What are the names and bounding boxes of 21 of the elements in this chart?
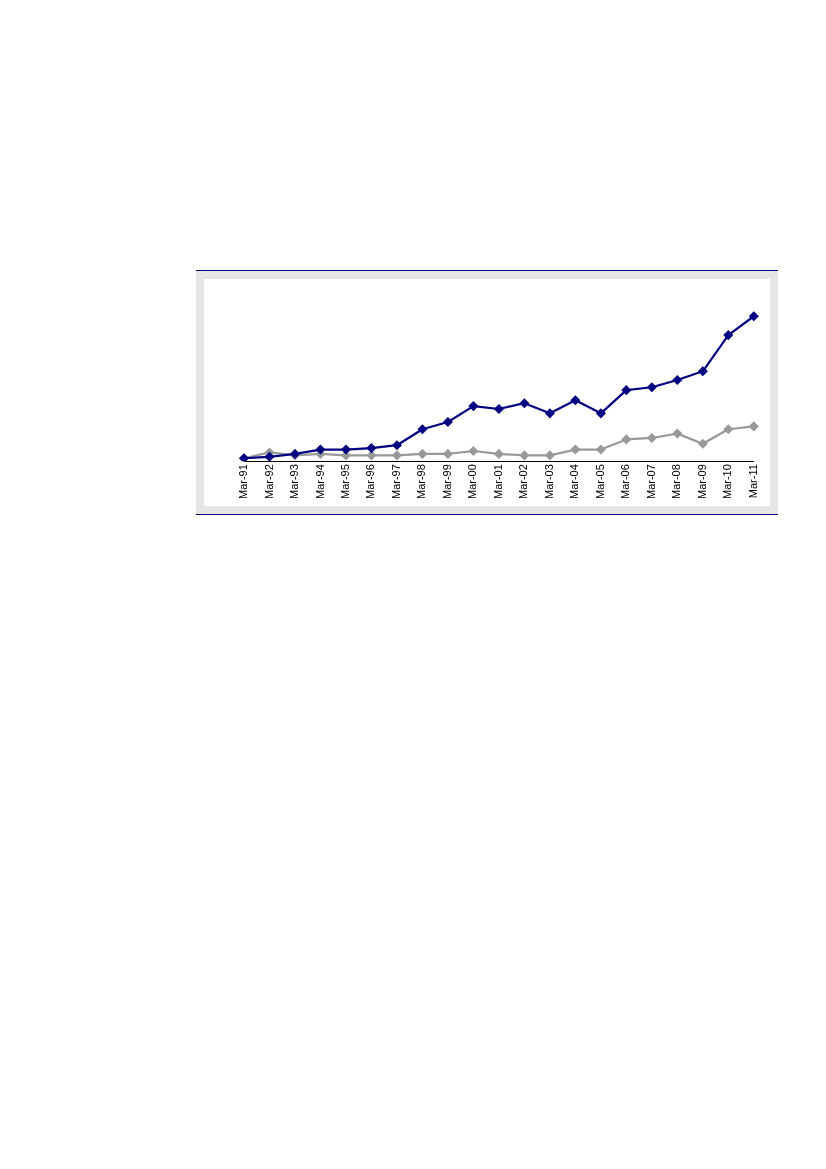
x-tick-label: Mar-02	[517, 464, 530, 499]
x-tick-label: Mar-08	[670, 464, 683, 499]
x-tick-label: Mar-03	[542, 464, 555, 499]
x-tick-label: Mar-04	[568, 464, 581, 499]
x-tick-label: Mar-99	[440, 464, 453, 499]
x-tick-label: Mar-06	[619, 464, 632, 499]
x-tick-label: Mar-96	[364, 464, 377, 499]
x-tick-label: Mar-98	[415, 464, 428, 499]
x-tick-label: Mar-94	[313, 464, 326, 499]
x-tick-label: Mar-05	[593, 464, 606, 499]
x-tick-label: Mar-01	[491, 464, 504, 499]
x-tick-label: Mar-09	[695, 464, 708, 499]
x-tick-label: Mar-00	[466, 464, 479, 499]
x-tick-label: Mar-97	[389, 464, 402, 499]
x-tick-label: Mar-91	[237, 464, 250, 499]
x-tick-label: Mar-93	[288, 464, 301, 499]
x-tick-label: Mar-11	[746, 464, 759, 499]
x-tick-label: Mar-10	[721, 464, 734, 499]
x-tick-label: Mar-07	[644, 464, 657, 499]
x-tick-label: Mar-95	[338, 464, 351, 499]
x-tick-label: Mar-92	[262, 464, 275, 499]
